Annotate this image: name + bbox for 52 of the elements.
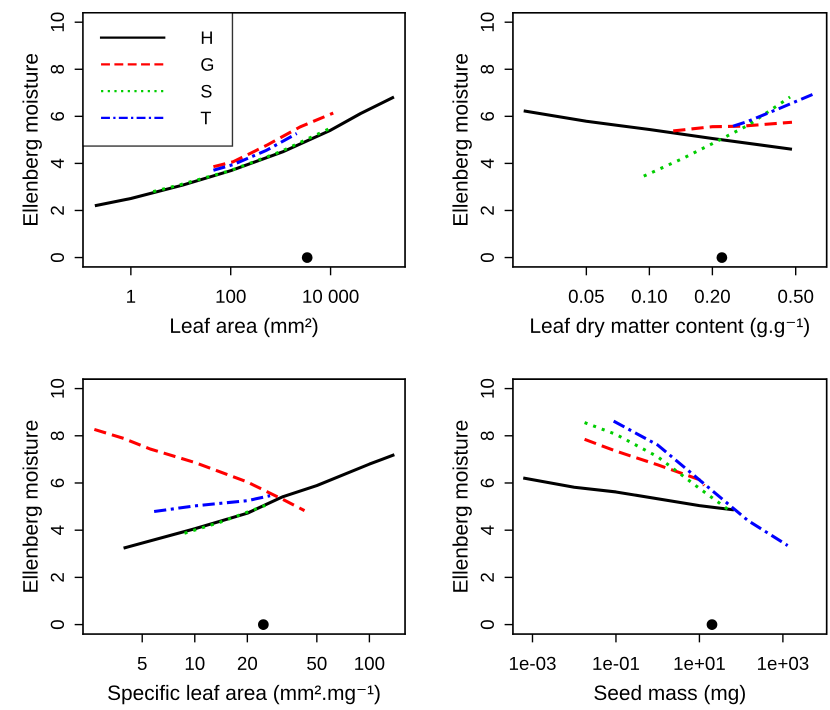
y-tick-label: 2 <box>50 206 64 215</box>
y-tick-label: 10 <box>480 12 494 32</box>
x-tick-label: 20 <box>238 656 258 670</box>
y-tick-label: 8 <box>480 431 494 440</box>
y-axis-title: Ellenberg moisture <box>22 54 42 226</box>
y-tick-label: 0 <box>480 253 494 262</box>
y-tick-label: 6 <box>50 478 64 488</box>
x-axis-title: Leaf dry matter content (g.g⁻¹) <box>531 318 809 338</box>
x-tick-label: 0.10 <box>632 290 667 303</box>
legend-label: T <box>200 112 211 124</box>
x-tick-label: 5 <box>138 656 147 670</box>
x-axis-title: Leaf area (mm²) <box>171 318 318 338</box>
x-tick-label: 0.20 <box>694 290 730 303</box>
y-tick-label: 8 <box>50 64 64 74</box>
y-tick-label: 8 <box>480 64 494 74</box>
legend-label: H <box>202 32 212 44</box>
y-tick-label: 2 <box>480 206 494 215</box>
x-tick-label: 1 <box>127 290 136 303</box>
y-tick-label: 2 <box>50 573 64 582</box>
y-tick-label: 4 <box>50 526 64 535</box>
legend-label: G <box>201 58 214 71</box>
x-tick-label: 0.05 <box>568 290 604 303</box>
x-tick-label: 1e+01 <box>674 656 725 670</box>
y-tick-label: 0 <box>50 620 64 630</box>
y-tick-label: 10 <box>480 378 494 398</box>
x-tick-label: 10 000 <box>303 290 359 303</box>
y-tick-label: 4 <box>50 158 64 168</box>
x-axis-title: Seed mass (mg) <box>594 684 745 704</box>
y-tick-label: 6 <box>480 478 494 488</box>
y-tick-label: 4 <box>480 526 494 535</box>
x-tick-label: 0.50 <box>778 290 814 303</box>
y-tick-label: 4 <box>480 158 494 168</box>
x-tick-label: 50 <box>307 656 327 670</box>
y-tick-label: 2 <box>480 573 494 582</box>
y-tick-label: 0 <box>480 620 494 630</box>
y-axis-title: Ellenberg moisture <box>22 420 42 592</box>
y-tick-label: 10 <box>50 12 64 32</box>
y-tick-label: 6 <box>480 112 494 121</box>
legend-label: S <box>201 84 212 98</box>
y-tick-label: 8 <box>50 431 64 440</box>
y-axis-title: Ellenberg moisture <box>452 54 472 226</box>
x-tick-label: 10 <box>186 656 204 670</box>
x-tick-label: 1e-03 <box>510 656 556 670</box>
x-tick-label: 100 <box>355 656 384 670</box>
y-tick-label: 0 <box>50 253 64 262</box>
x-tick-label: 1e+03 <box>758 656 808 670</box>
y-tick-label: 10 <box>50 378 64 398</box>
x-axis-title: Specific leaf area (mm².mg⁻¹) <box>108 684 380 704</box>
y-axis-title: Ellenberg moisture <box>452 420 472 592</box>
y-tick-label: 6 <box>50 112 64 121</box>
x-tick-label: 100 <box>216 290 246 303</box>
x-tick-label: 1e-01 <box>593 656 640 670</box>
